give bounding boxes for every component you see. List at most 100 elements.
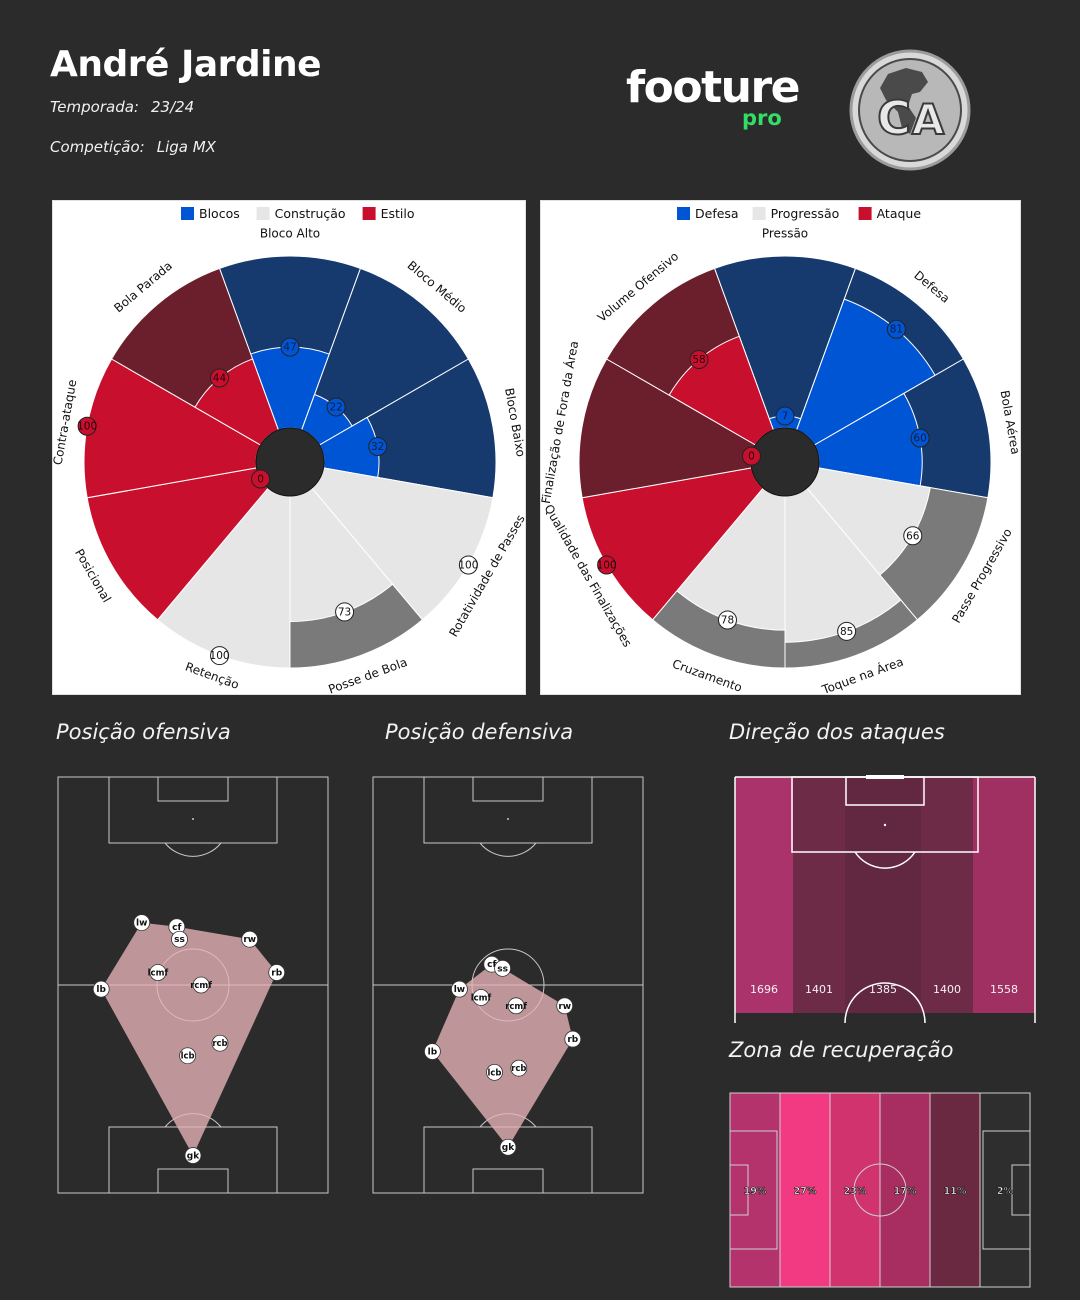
player-marker-lw	[451, 980, 468, 998]
brand-name: footure	[626, 62, 801, 113]
polar-center-hole	[255, 427, 325, 497]
legend-swatch-estilo	[362, 207, 376, 220]
attack-lane-right	[973, 777, 1035, 1013]
player-label-ss: ss	[497, 964, 508, 974]
player-label-lcb: lcb	[487, 1068, 501, 1078]
player-label-lcmf: lcmf	[471, 993, 492, 1003]
player-marker-rw	[556, 997, 574, 1015]
recovery-zone-label-1: 19%	[744, 1186, 767, 1197]
polar-center-hole	[750, 427, 820, 497]
competition-label: Competição:	[50, 138, 145, 156]
legend-label-defesa: Defesa	[695, 206, 739, 221]
pitch-top-penalty-box	[423, 776, 593, 844]
value-badge-bloco-baixo	[368, 437, 388, 457]
legend-label-blocos: Blocos	[199, 206, 240, 221]
pitch-top-six-yard-box	[157, 776, 229, 802]
value-badge-text-bola-aerea: 60	[913, 433, 926, 445]
defensive-position-title: Posição defensiva	[385, 720, 574, 744]
recovery-zone-1	[730, 1093, 780, 1287]
player-label-rw: rw	[243, 935, 256, 945]
value-badge-bloco-medio	[326, 397, 346, 417]
player-label-rw: rw	[558, 1002, 571, 1012]
pitch-top-penalty-box	[108, 776, 278, 844]
recovery-zone-label-6: 2%	[997, 1186, 1014, 1197]
value-badge-text-retencao: 100	[210, 650, 230, 662]
recovery-zone-6	[980, 1093, 1030, 1287]
axis-label-finalizacao-de-fora-da-area: Finalização de Fora da Área	[541, 340, 581, 505]
club-america-crest-icon: C A	[849, 49, 971, 171]
pitch-top-six-yard-box	[472, 776, 544, 802]
axis-label-bloco-baixo: Bloco Baixo	[502, 387, 525, 458]
svg-text:C: C	[877, 91, 911, 145]
player-marker-rcb	[211, 1034, 229, 1052]
player-marker-rcmf	[192, 976, 210, 994]
value-badge-bola-aerea	[910, 428, 930, 448]
axis-label-cruzamento: Cruzamento	[670, 657, 744, 694]
value-badge-text-pressao: 7	[782, 410, 789, 422]
recovery-zone-chart: 19% 27% 23% 17% 11% 2%	[729, 1092, 1031, 1288]
player-label-gk: gk	[502, 1143, 515, 1153]
value-badge-text-rotatividade-de-passes: 100	[458, 560, 478, 572]
pitch-bottom-six-yard-box	[157, 1168, 229, 1194]
player-label-rcmf: rcmf	[505, 1002, 527, 1012]
brand-sub: pro	[742, 106, 782, 130]
recovery-left-six-yard-box	[729, 1164, 749, 1216]
competition-row: Competição: Liga MX	[50, 138, 216, 156]
recovery-zone-title: Zona de recuperação	[729, 1038, 954, 1062]
recovery-right-six-yard-box	[1011, 1164, 1031, 1216]
polar-chart-phases-svg: Defesa Progressão Ataque Pressão Defesa Bola …	[538, 206, 1023, 697]
player-label-lb: lb	[96, 985, 106, 995]
recovery-zone-label-4: 17%	[894, 1186, 917, 1197]
value-badge-retencao	[210, 646, 230, 666]
value-badge-posicional	[251, 469, 271, 489]
value-badge-defesa	[886, 319, 906, 339]
recovery-zone-5	[930, 1093, 980, 1287]
legend-swatch-ataque	[858, 207, 872, 220]
season-row: Temporada: 23/24	[50, 98, 194, 116]
player-marker-rcb	[510, 1059, 528, 1077]
player-label-rcmf: rcmf	[190, 981, 212, 991]
value-badge-pressao	[775, 406, 795, 426]
player-label-rb: rb	[567, 1035, 578, 1045]
legend-swatch-construcao	[256, 207, 270, 220]
value-badge-text-passe-progressivo: 66	[906, 530, 920, 542]
player-marker-rcmf	[507, 997, 525, 1015]
player-marker-gk	[184, 1147, 202, 1164]
value-badge-text-bola-parada: 44	[213, 372, 227, 384]
team-shape-polygon	[432, 964, 573, 1148]
legend-swatch-defesa	[677, 207, 690, 220]
attack-lane-left-center	[793, 777, 845, 1013]
value-badge-volume-ofensivo	[689, 350, 709, 370]
attack-lane-value-left-center: 1401	[805, 983, 833, 996]
value-badge-cruzamento	[717, 610, 737, 630]
player-marker-lcb	[486, 1063, 503, 1081]
value-badge-toque-na-area	[837, 621, 857, 641]
offensive-position-pitch: lw cf ss rw rb lb lcmf rcmf rcb lcb gk	[57, 776, 329, 1194]
polar-chart-phases: Defesa Progressão Ataque Pressão Defesa Bola …	[538, 200, 1023, 697]
attack-lane-center	[845, 777, 921, 1013]
axis-label-retencao: Retenção	[183, 660, 241, 692]
value-badge-text-qualidade-das-finalizacoes: 100	[597, 560, 617, 572]
attack-lane-value-left: 1696	[750, 983, 778, 996]
legend-label-ataque: Ataque	[877, 206, 922, 221]
attack-penalty-arc	[854, 851, 916, 869]
value-badge-contra-ataque	[77, 416, 97, 436]
player-marker-rb	[268, 964, 286, 981]
value-badge-rotatividade-de-passes	[458, 555, 478, 575]
player-label-rcb: rcb	[511, 1064, 526, 1074]
value-badge-text-finalizacao-de-fora-da-area: 0	[748, 451, 755, 463]
value-badge-bloco-alto	[280, 337, 300, 357]
value-badge-text-defesa: 81	[890, 324, 903, 336]
player-marker-rb	[564, 1030, 582, 1048]
value-badge-text-bloco-medio: 22	[329, 401, 342, 413]
player-label-rcb: rcb	[212, 1039, 227, 1049]
player-marker-lb	[92, 980, 110, 998]
value-badge-finalizacao-de-fora-da-area	[742, 446, 762, 466]
season-value: 23/24	[150, 98, 195, 116]
value-badge-text-contra-ataque: 100	[77, 421, 97, 433]
competition-value: Liga MX	[156, 138, 216, 156]
polar-chart-style: Blocos Construção Estilo Bloco Alto Bloco Mé…	[51, 200, 528, 697]
player-marker-lw	[133, 914, 151, 932]
offensive-position-title: Posição ofensiva	[56, 720, 231, 744]
